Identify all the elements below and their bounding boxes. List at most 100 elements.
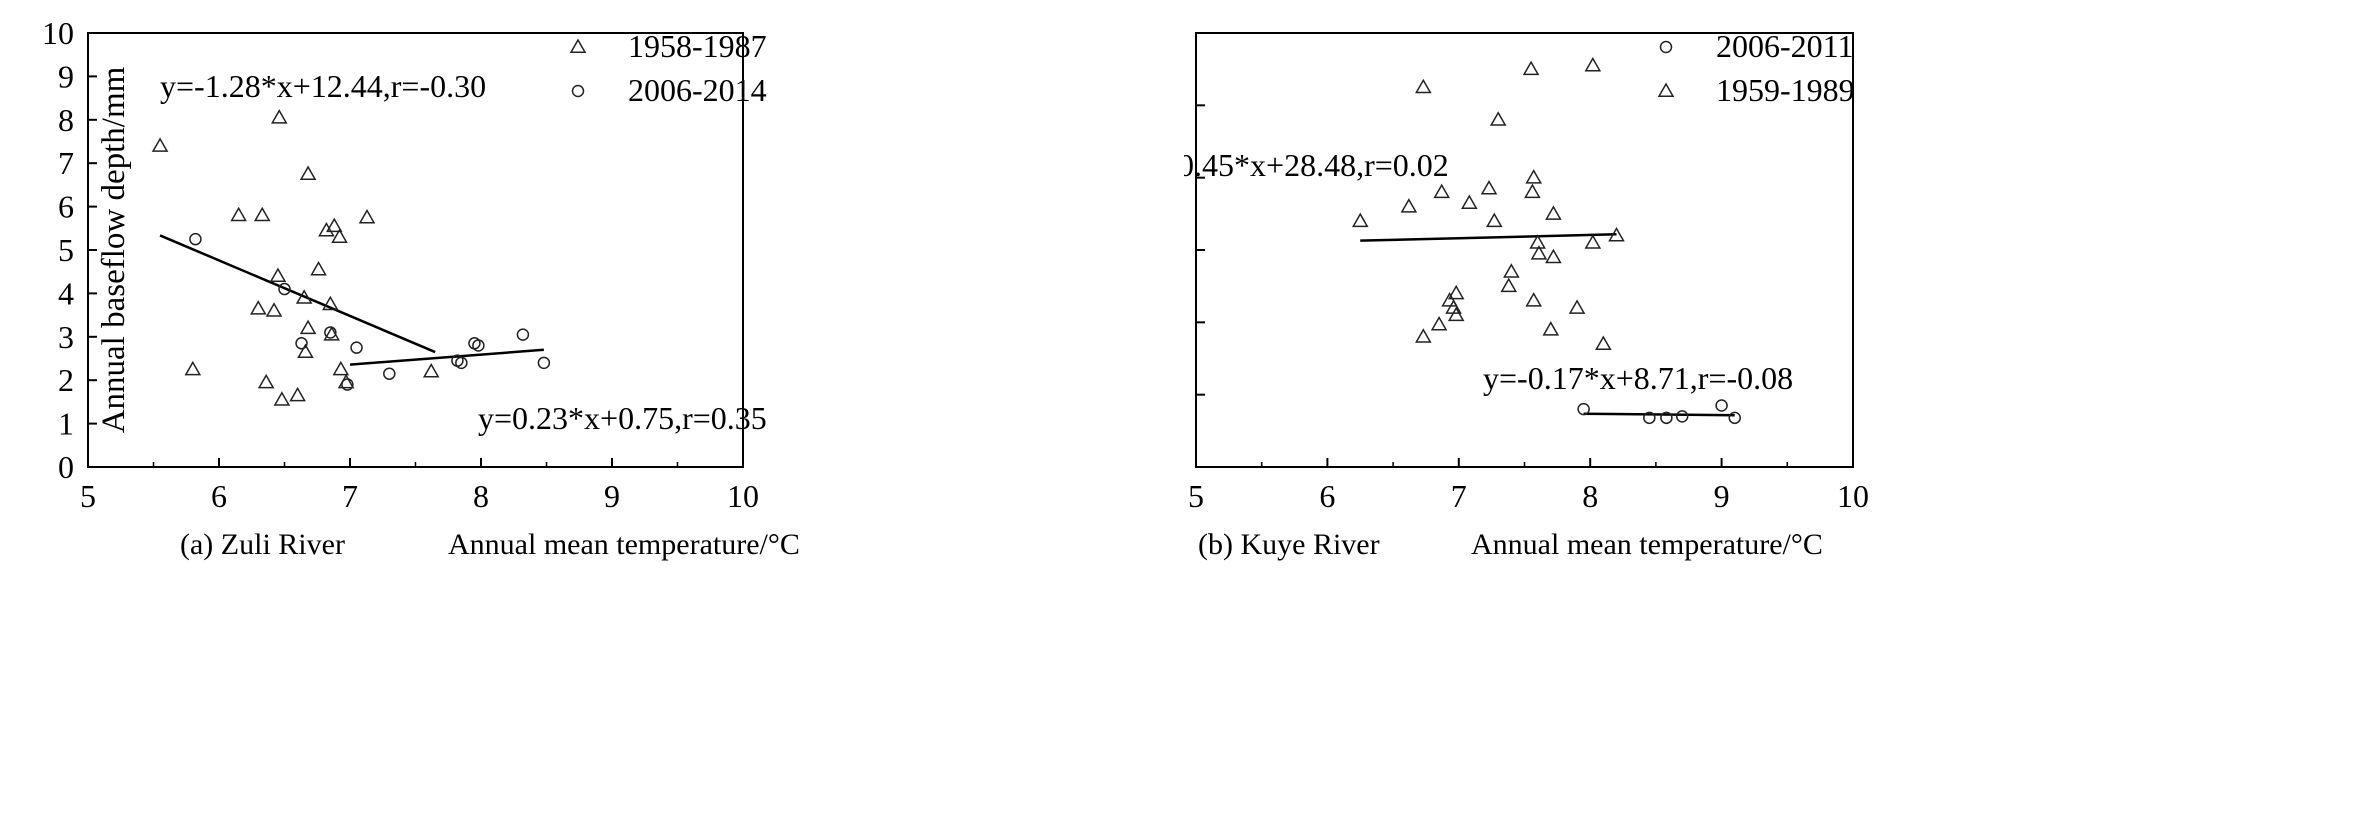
x-axis-label: Annual mean temperature/°C <box>448 528 800 561</box>
data-point-triangle <box>230 206 247 222</box>
data-point-triangle <box>299 165 317 181</box>
legend-marker-circle <box>1659 40 1673 54</box>
legend-label: 1959-1989 <box>1716 72 1855 108</box>
x-tick-label: 6 <box>211 478 227 514</box>
legend-label: 2006-2011 <box>1716 28 1853 64</box>
fit-line <box>1583 412 1735 417</box>
data-point-triangle <box>269 267 287 283</box>
x-tick-label: 7 <box>1451 478 1467 514</box>
y-tick-label: 6 <box>58 189 74 225</box>
y-tick-label: 1 <box>58 406 74 442</box>
data-point-triangle <box>184 360 202 376</box>
data-point-triangle <box>299 319 317 335</box>
chart-panel-kuye: 56789100102030405060Annual baseflow dept… <box>1184 0 2368 837</box>
fit-equation-label: y=0.45*x+28.48,r=0.02 <box>1184 147 1449 183</box>
data-point-circle <box>278 282 291 296</box>
data-point-circle <box>472 339 485 352</box>
fit-line <box>159 234 436 354</box>
data-point-circle <box>1675 410 1689 423</box>
data-point-triangle <box>1584 234 1602 249</box>
data-point-triangle <box>422 363 440 378</box>
x-tick-label: 9 <box>1714 478 1730 514</box>
data-point-triangle <box>289 386 306 402</box>
data-point-triangle <box>1441 292 1458 307</box>
data-point-triangle <box>1430 315 1448 331</box>
data-point-circle <box>324 326 337 339</box>
y-tick-label: 0 <box>58 449 74 485</box>
legend-label: 2006-2014 <box>628 72 767 108</box>
data-point-triangle <box>1522 60 1540 76</box>
data-point-circle <box>516 328 530 341</box>
data-point-circle <box>1660 411 1673 425</box>
data-point-triangle <box>318 221 335 237</box>
y-tick-label: 5 <box>58 232 74 268</box>
data-point-circle <box>341 378 354 391</box>
y-tick-label: 10 <box>42 15 74 51</box>
x-tick-label: 7 <box>342 478 358 514</box>
data-point-circle <box>295 337 308 350</box>
y-tick-label: 4 <box>58 275 74 311</box>
x-tick-label: 5 <box>80 478 96 514</box>
y-tick-label: 3 <box>58 319 74 355</box>
y-axis-label: Annual baseflow depth/mm <box>96 66 132 433</box>
data-point-triangle <box>337 373 355 389</box>
y-tick-label: 8 <box>58 102 74 138</box>
data-point-triangle <box>1608 227 1625 242</box>
plot-area: 5 6 7 8 9 10 0 1 2 3 4 5 6 7 8 9 10 Annual baseflow depth… <box>42 15 800 561</box>
data-point-triangle <box>1461 194 1478 209</box>
data-point-triangle <box>1568 299 1586 314</box>
chart-zuli-river: 5 6 7 8 9 10 0 1 2 3 4 5 6 7 8 9 10 Annual baseflow depth… <box>42 15 800 561</box>
data-point-triangle <box>1400 198 1418 213</box>
legend-label: 1958-1987 <box>628 28 767 64</box>
y-tick-label: 9 <box>58 58 74 94</box>
data-point-triangle <box>1351 212 1369 228</box>
data-point-triangle <box>295 289 313 304</box>
x-tick-label: 5 <box>1188 478 1204 514</box>
data-point-triangle <box>310 261 327 276</box>
data-point-triangle <box>1415 78 1432 94</box>
x-tick-label: 10 <box>727 478 759 514</box>
data-point-triangle <box>1525 292 1542 307</box>
data-point-triangle <box>1480 180 1498 195</box>
legend-marker-triangle <box>569 38 587 53</box>
data-point-triangle <box>257 373 275 389</box>
x-tick-label: 10 <box>1837 478 1869 514</box>
chart-kuye-river: 56789100102030405060Annual baseflow dept… <box>1184 28 1869 561</box>
data-point-triangle <box>1530 245 1548 260</box>
y-tick-label: 7 <box>58 145 74 181</box>
data-point-triangle <box>1485 212 1503 228</box>
data-point-triangle <box>358 208 376 224</box>
data-point-triangle <box>332 360 350 376</box>
fit-equation-label: y=-1.28*x+12.44,r=-0.30 <box>160 68 486 104</box>
data-point-triangle <box>1503 263 1520 278</box>
data-point-circle <box>350 341 363 354</box>
fit-equation-label: y=-0.17*x+8.71,r=-0.08 <box>1483 360 1793 396</box>
data-point-circle <box>1577 402 1590 416</box>
data-point-triangle <box>325 217 343 233</box>
data-point-triangle <box>151 137 169 152</box>
data-point-triangle <box>1545 248 1562 264</box>
y-tick-label: 2 <box>58 362 74 398</box>
data-point-triangle <box>1595 335 1612 351</box>
data-point-triangle <box>1525 169 1542 184</box>
data-point-circle <box>189 232 202 246</box>
data-point-triangle <box>322 295 339 311</box>
data-point-triangle <box>1524 183 1541 199</box>
data-point-circle <box>455 356 468 370</box>
data-point-circle <box>383 367 396 380</box>
x-tick-label: 8 <box>1582 478 1598 514</box>
x-tick-label: 8 <box>473 478 489 514</box>
data-point-triangle <box>250 300 267 315</box>
fit-equation-label: y=0.23*x+0.75,r=0.35 <box>478 400 767 436</box>
data-point-triangle <box>297 343 314 358</box>
data-point-triangle <box>1545 205 1562 220</box>
data-point-triangle <box>1500 277 1518 293</box>
data-point-triangle <box>253 206 271 222</box>
data-point-circle <box>537 356 551 370</box>
data-point-triangle <box>1415 328 1432 343</box>
legend-marker-circle <box>571 84 585 98</box>
fit-line <box>349 348 544 366</box>
data-point-triangle <box>273 391 291 406</box>
x-axis-label: Annual mean temperature/°C <box>1471 528 1823 561</box>
data-point-circle <box>1715 399 1728 412</box>
